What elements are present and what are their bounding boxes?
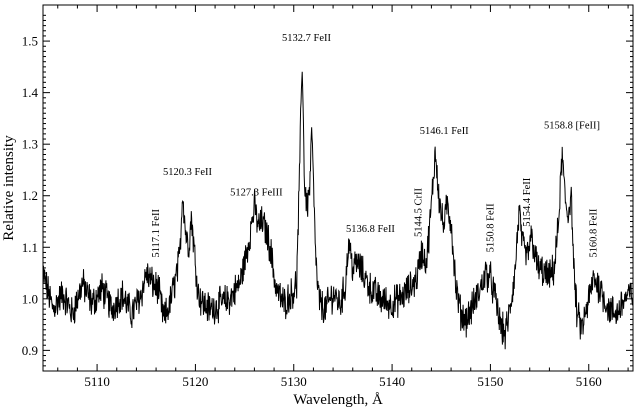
y-axis-ticks: 0.9 1.0 1.1 1.2 1.3 1.4 1.5 <box>22 14 633 367</box>
line-annotation: 5136.8 FeII <box>346 224 395 235</box>
x-tick-label: 5140 <box>379 374 405 389</box>
x-tick-label: 5130 <box>281 374 307 389</box>
line-annotation: 5158.8 [FeII] <box>544 121 600 132</box>
x-axis-title: Wavelength, Å <box>293 392 383 408</box>
x-tick-label: 5120 <box>182 374 208 389</box>
line-annotation: 5132.7 FeII <box>282 33 331 44</box>
y-tick-label: 1.0 <box>22 291 38 306</box>
y-axis-title: Relative intensity <box>1 135 17 241</box>
line-annotation: 5127.3 FeIII <box>230 188 283 199</box>
line-annotation: 5150.8 FeII <box>485 203 496 252</box>
plot-frame <box>42 4 634 372</box>
x-tick-label: 5160 <box>576 374 602 389</box>
y-tick-label: 0.9 <box>22 343 38 358</box>
line-annotation: 5154.4 FeII <box>522 177 533 226</box>
y-tick-label: 1.3 <box>22 137 38 152</box>
y-tick-label: 1.4 <box>22 85 39 100</box>
x-tick-label: 5110 <box>84 374 110 389</box>
line-annotation: 5160.8 FeII <box>589 208 600 257</box>
line-annotation: 5146.1 FeII <box>420 126 469 137</box>
y-tick-label: 1.1 <box>22 240 38 255</box>
x-tick-label: 5150 <box>477 374 503 389</box>
x-axis-ticks: 5110 5120 5130 5140 5150 5160 <box>57 5 629 389</box>
y-tick-label: 1.2 <box>22 188 38 203</box>
y-tick-label: 1.5 <box>22 34 38 49</box>
line-annotation: 5144.5 CrII <box>414 188 425 237</box>
line-annotation: 5120.3 FeII <box>163 167 212 178</box>
series-line-spectrum <box>42 71 634 350</box>
line-annotation: 5117.1 FeII <box>151 208 162 257</box>
line-annotations: 5117.1 FeII 5120.3 FeII 5127.3 FeIII 5132.7… <box>151 33 600 258</box>
